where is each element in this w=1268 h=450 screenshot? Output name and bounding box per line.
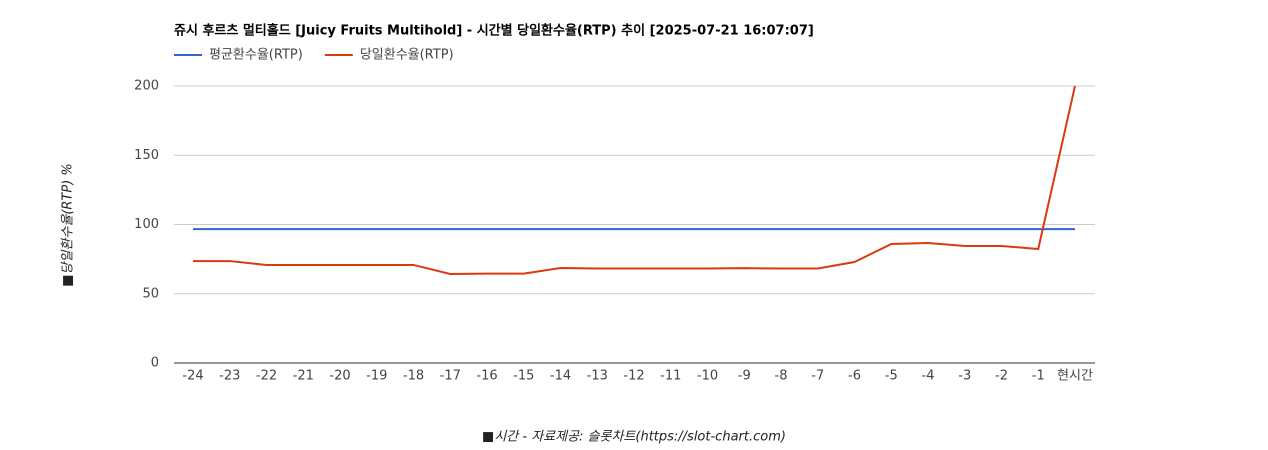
x-tick-label: -17 (440, 369, 461, 384)
x-axis-title: ■시간 - 자료제공: 슬롯차트(https://slot-chart.com) (482, 430, 786, 445)
y-tick-label: 0 (151, 356, 159, 371)
x-tick-label: -9 (738, 369, 751, 384)
x-tick-label: -15 (513, 369, 534, 384)
x-tick-label: -21 (293, 369, 314, 384)
x-tick-label: -16 (476, 369, 497, 384)
y-tick-label: 200 (134, 79, 159, 94)
x-tick-label: -10 (697, 369, 718, 384)
x-tick-label: -4 (922, 369, 935, 384)
x-tick-label: -18 (403, 369, 424, 384)
x-tick-label: -14 (550, 369, 571, 384)
x-tick-label: -2 (995, 369, 1008, 384)
x-tick-label: -3 (958, 369, 971, 384)
y-axis-title: ■당일환수율(RTP) % (61, 163, 76, 287)
x-tick-label: -13 (587, 369, 608, 384)
chart-title: 쥬시 후르츠 멀티홀드 [Juicy Fruits Multihold] - 시… (174, 23, 814, 39)
legend-label: 평균환수율(RTP) (209, 48, 303, 63)
x-tick-label: -20 (329, 369, 350, 384)
x-tick-label: -8 (775, 369, 788, 384)
x-tick-label: -24 (182, 369, 203, 384)
y-tick-label: 100 (134, 217, 159, 232)
y-tick-label: 150 (134, 148, 159, 163)
x-tick-label: -11 (660, 369, 681, 384)
series-line (193, 85, 1076, 275)
y-tick-label: 50 (142, 286, 159, 301)
x-tick-label: -23 (219, 369, 240, 384)
legend-label: 당일환수율(RTP) (360, 48, 454, 63)
x-tick-label: -12 (623, 369, 644, 384)
x-tick-label: -22 (256, 369, 277, 384)
x-tick-label: -7 (811, 369, 824, 384)
x-tick-label: -5 (885, 369, 898, 384)
x-tick-label: -19 (366, 369, 387, 384)
x-tick-label: -6 (848, 369, 861, 384)
x-tick-label: 현시간 (1057, 369, 1093, 384)
x-tick-label: -1 (1032, 369, 1045, 384)
